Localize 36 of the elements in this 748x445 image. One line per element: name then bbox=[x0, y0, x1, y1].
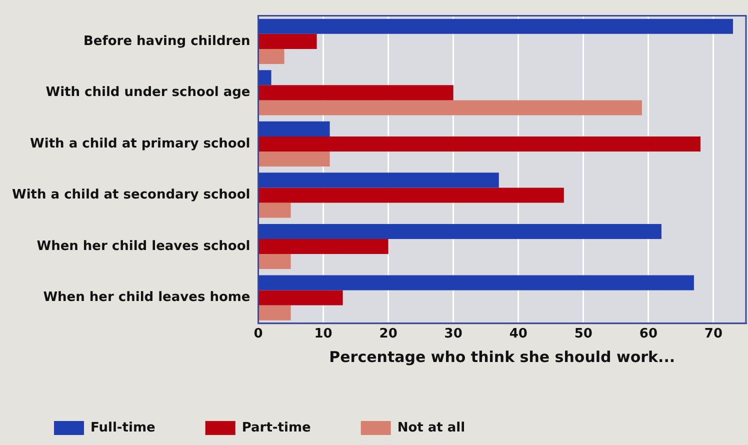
y-tick-label: With a child at primary school bbox=[30, 136, 250, 152]
bar bbox=[259, 172, 499, 188]
bar bbox=[259, 202, 291, 218]
bar bbox=[259, 136, 700, 152]
bar bbox=[259, 34, 317, 49]
y-tick-label: With child under school age bbox=[46, 85, 250, 100]
legend-label: Part-time bbox=[242, 420, 312, 436]
bar bbox=[259, 48, 284, 64]
bar bbox=[259, 188, 564, 203]
bar bbox=[259, 18, 733, 34]
bar bbox=[259, 85, 454, 100]
legend-label: Not at all bbox=[397, 420, 466, 436]
legend-label: Full-time bbox=[90, 420, 156, 436]
x-tick-label: 30 bbox=[444, 326, 462, 342]
bar bbox=[259, 100, 642, 116]
y-tick-label: Before having children bbox=[83, 34, 250, 49]
y-tick-label: With a child at secondary school bbox=[12, 188, 250, 203]
bar bbox=[259, 70, 272, 86]
x-tick-label: 0 bbox=[254, 326, 263, 342]
x-axis-title: Percentage who think she should work... bbox=[329, 348, 676, 366]
x-tick-label: 50 bbox=[574, 326, 592, 342]
x-tick-label: 60 bbox=[639, 326, 658, 342]
bar bbox=[259, 224, 662, 239]
bar bbox=[259, 275, 694, 290]
x-tick-label: 20 bbox=[379, 326, 398, 342]
x-tick-label: 40 bbox=[509, 326, 528, 342]
y-tick-label: When her child leaves home bbox=[43, 290, 250, 306]
bar bbox=[259, 254, 291, 270]
x-tick-label: 10 bbox=[314, 326, 332, 342]
bar bbox=[259, 305, 291, 320]
bar bbox=[259, 238, 388, 254]
bar bbox=[259, 121, 330, 136]
bar bbox=[259, 290, 343, 306]
y-tick-label: When her child leaves school bbox=[36, 238, 250, 254]
x-tick-label: 70 bbox=[704, 326, 723, 342]
bar bbox=[259, 151, 330, 167]
